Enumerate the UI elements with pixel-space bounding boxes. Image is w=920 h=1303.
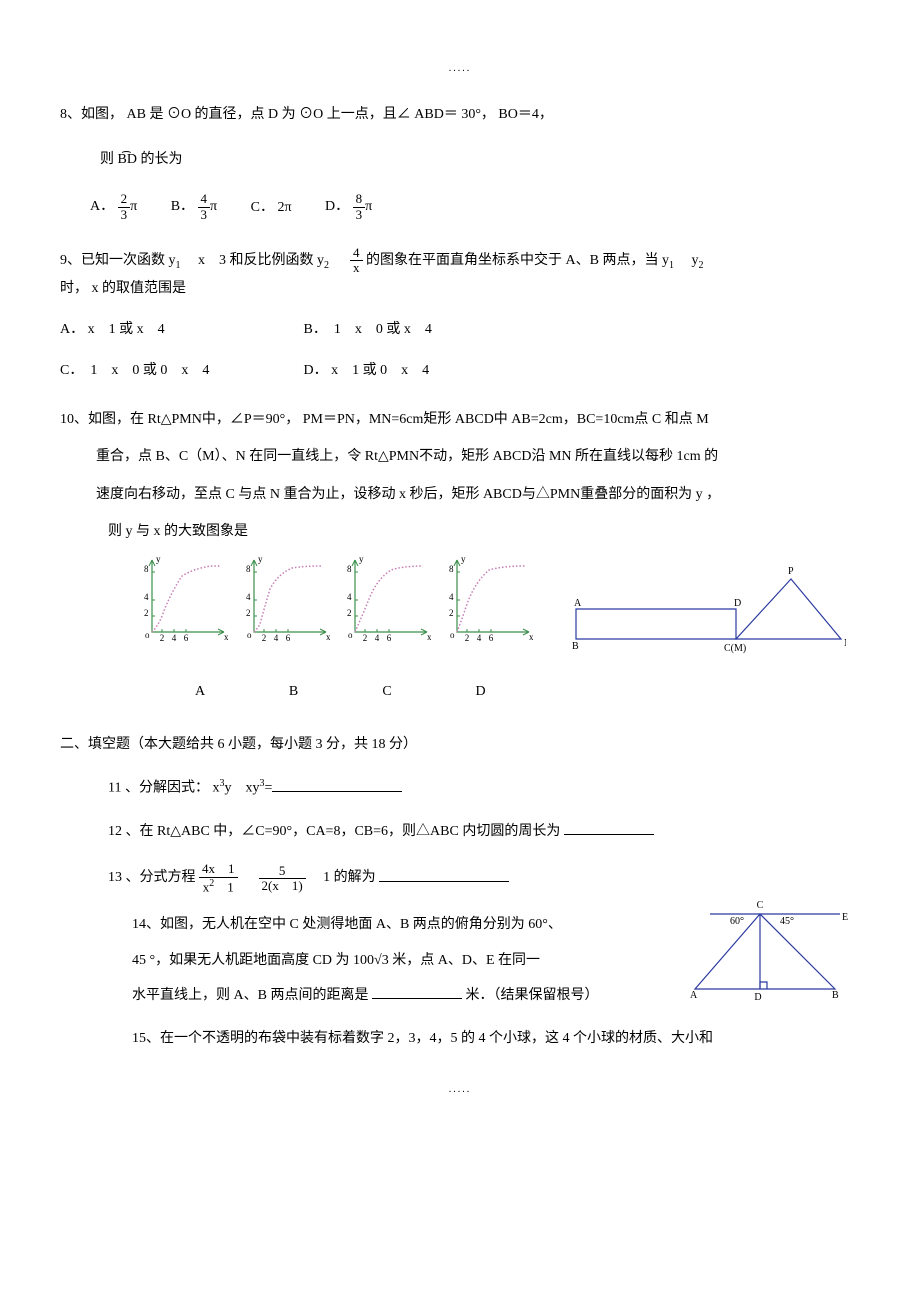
svg-text:o: o xyxy=(450,630,455,640)
chart-a: yxo246248 xyxy=(140,554,228,651)
svg-text:4: 4 xyxy=(273,633,278,642)
q8-stem2: 则 B͡D 的长为 xyxy=(100,147,860,172)
q10-line3: 速度向右移动，至点 C 与点 N 重合为止，设移动 x 秒后，矩形 ABCD与△… xyxy=(96,482,860,507)
q9-opt-b: B． 1 x 0 或 x 4 xyxy=(304,322,432,337)
q15: 15、在一个不透明的布袋中装有标着数字 2，3，4，5 的 4 个小球，这 4 … xyxy=(132,1026,860,1051)
q8-opt-c: C． 2π xyxy=(251,195,292,220)
q10-line2: 重合，点 B、C（M）、N 在同一直线上，令 Rt△PMN不动，矩形 ABCD沿… xyxy=(96,444,860,469)
svg-text:60°: 60° xyxy=(730,916,744,927)
q8-opt-a: A． 23π xyxy=(90,192,137,222)
svg-text:2: 2 xyxy=(363,633,368,642)
svg-text:4: 4 xyxy=(476,633,481,642)
svg-text:2: 2 xyxy=(246,608,251,618)
svg-text:2: 2 xyxy=(449,608,454,618)
svg-text:o: o xyxy=(247,630,252,640)
svg-text:x: x xyxy=(326,632,330,642)
svg-text:y: y xyxy=(258,554,263,564)
svg-text:8: 8 xyxy=(347,564,352,574)
chart-d: yxo246248 xyxy=(445,554,533,651)
svg-text:8: 8 xyxy=(144,564,149,574)
q14-blank xyxy=(372,984,462,999)
q10: 10、如图，在 Rt△PMN中，∠P＝90°， PM＝PN，MN=6cm矩形 A… xyxy=(60,407,860,704)
svg-text:y: y xyxy=(461,554,466,564)
svg-text:2: 2 xyxy=(261,633,266,642)
svg-text:A: A xyxy=(690,990,698,1001)
svg-text:2: 2 xyxy=(347,608,352,618)
q8-opt-b: B． 43π xyxy=(171,192,217,222)
q12-blank xyxy=(564,820,654,835)
svg-text:y: y xyxy=(359,554,364,564)
q9-line2: 时， x 的取值范围是 xyxy=(60,276,860,301)
svg-text:6: 6 xyxy=(184,633,189,642)
q8-stem1: 8、如图， AB 是 ⊙O 的直径，点 D 为 ⊙O 上一点，且∠ ABD＝ 3… xyxy=(60,102,860,127)
q9-opt-a: A． x 1 或 x 4 xyxy=(60,317,300,342)
q14-figure: C A D B 60° 45° E xyxy=(680,894,850,1013)
q11-blank xyxy=(272,777,402,792)
svg-text:45°: 45° xyxy=(780,916,794,927)
svg-text:C(M): C(M) xyxy=(724,643,746,654)
svg-text:B: B xyxy=(572,641,579,652)
svg-text:2: 2 xyxy=(464,633,469,642)
q10-diagram: A B D C(M) P N xyxy=(566,554,846,673)
svg-text:B: B xyxy=(832,990,839,1001)
q9-opt-c: C． 1 x 0 或 0 x 4 xyxy=(60,358,300,383)
q13-blank xyxy=(379,867,509,882)
svg-text:x: x xyxy=(427,632,431,642)
svg-text:N: N xyxy=(844,638,846,649)
svg-text:4: 4 xyxy=(144,592,149,602)
chart-b: yxo246248 xyxy=(242,554,330,651)
svg-text:8: 8 xyxy=(449,564,454,574)
svg-text:2: 2 xyxy=(160,633,165,642)
svg-text:D: D xyxy=(754,992,761,1003)
q10-line4: 则 y 与 x 的大致图象是 xyxy=(108,519,860,544)
svg-text:o: o xyxy=(145,630,150,640)
svg-text:4: 4 xyxy=(375,633,380,642)
svg-text:P: P xyxy=(788,566,794,577)
svg-text:6: 6 xyxy=(488,633,493,642)
q8: 8、如图， AB 是 ⊙O 的直径，点 D 为 ⊙O 上一点，且∠ ABD＝ 3… xyxy=(60,102,860,222)
q9-opt-d: D． x 1 或 0 x 4 xyxy=(304,363,430,378)
header-dots: ..... xyxy=(60,60,860,78)
svg-text:o: o xyxy=(348,630,353,640)
q9-line1: 9、已知一次函数 y1 x 3 和反比例函数 y2 4x 的图象在平面直角坐标系… xyxy=(60,246,860,276)
svg-text:A: A xyxy=(574,598,582,609)
svg-text:8: 8 xyxy=(246,564,251,574)
svg-text:D: D xyxy=(734,598,741,609)
q11: 11 、分解因式： x3y xy3= xyxy=(108,775,860,801)
svg-text:4: 4 xyxy=(347,592,352,602)
q13: 13 、分式方程 4x 1 x2 1 5 2(x 1) 1 的解为 xyxy=(108,862,860,894)
chart-c: yxo246248 xyxy=(343,554,431,651)
svg-text:4: 4 xyxy=(172,633,177,642)
svg-text:x: x xyxy=(224,632,228,642)
svg-text:2: 2 xyxy=(144,608,149,618)
q12: 12 、在 Rt△ABC 中，∠C=90°，CA=8，CB=6，则△ABC 内切… xyxy=(108,819,860,844)
q8-opt-d: D． 83π xyxy=(325,192,372,222)
svg-text:E: E xyxy=(842,912,848,923)
svg-text:4: 4 xyxy=(246,592,251,602)
q10-line1: 10、如图，在 Rt△PMN中，∠P＝90°， PM＝PN，MN=6cm矩形 A… xyxy=(60,407,860,432)
svg-text:y: y xyxy=(156,554,161,564)
svg-text:6: 6 xyxy=(387,633,392,642)
svg-text:C: C xyxy=(757,900,764,911)
footer-dots: ..... xyxy=(60,1081,860,1099)
svg-text:x: x xyxy=(529,632,533,642)
q9: 9、已知一次函数 y1 x 3 和反比例函数 y2 4x 的图象在平面直角坐标系… xyxy=(60,246,860,383)
q10-option-labels: A B C D xyxy=(155,679,860,704)
svg-text:6: 6 xyxy=(285,633,290,642)
svg-text:4: 4 xyxy=(449,592,454,602)
section2-title: 二、填空题（本大题给共 6 小题，每小题 3 分，共 18 分） xyxy=(60,732,860,757)
